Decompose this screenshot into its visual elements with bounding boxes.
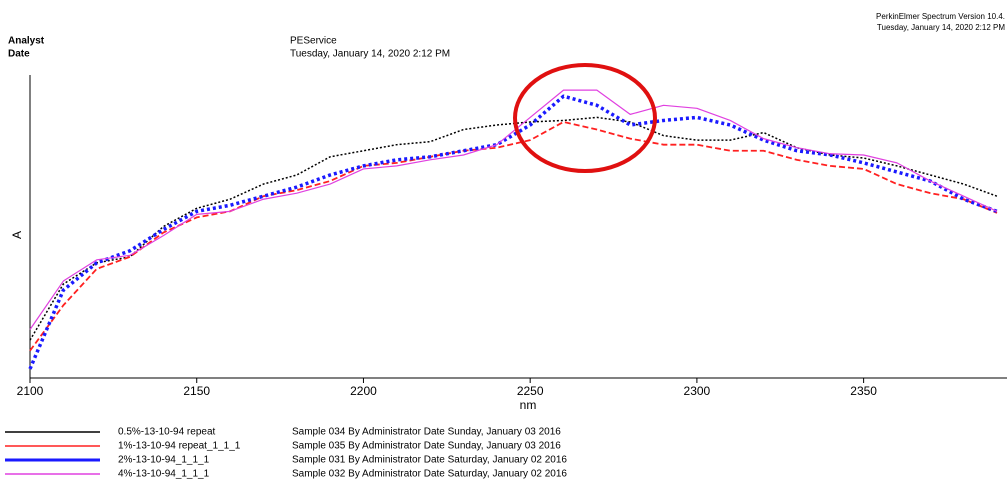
x-tick-label: 2100	[17, 384, 44, 398]
date-label: Date	[8, 49, 30, 60]
x-tick-label: 2300	[684, 384, 711, 398]
legend-label: 4%-13-10-94_1_1_1	[118, 469, 210, 480]
legend-description: Sample 031 By Administrator Date Saturda…	[292, 455, 567, 466]
x-tick-label: 2250	[517, 384, 544, 398]
x-tick-label: 2150	[183, 384, 210, 398]
highlight-circle	[513, 63, 657, 173]
date: Tuesday, January 14, 2020 2:12 PM	[290, 49, 450, 60]
legend-description: Sample 032 By Administrator Date Saturda…	[292, 469, 567, 480]
legend-description: Sample 034 By Administrator Date Sunday,…	[292, 427, 561, 438]
legend-label: 0.5%-13-10-94 repeat	[118, 427, 216, 438]
legend-label: 2%-13-10-94_1_1_1	[118, 455, 210, 466]
printed-date: Tuesday, January 14, 2020 2:12 PM	[877, 23, 1005, 32]
software: PerkinElmer Spectrum Version 10.4.	[876, 12, 1005, 21]
legend-label: 1%-13-10-94 repeat_1_1_1	[118, 441, 241, 452]
x-axis-label: nm	[520, 398, 537, 412]
analyst: PEService	[290, 36, 337, 47]
x-tick-label: 2350	[850, 384, 877, 398]
legend-description: Sample 035 By Administrator Date Sunday,…	[292, 441, 561, 452]
y-axis-label: A	[10, 231, 24, 239]
plot-area	[28, 89, 998, 370]
series-line	[28, 94, 998, 370]
analyst-label: Analyst	[8, 36, 45, 47]
series-line	[29, 89, 998, 330]
x-tick-label: 2200	[350, 384, 377, 398]
series-line	[29, 121, 998, 352]
